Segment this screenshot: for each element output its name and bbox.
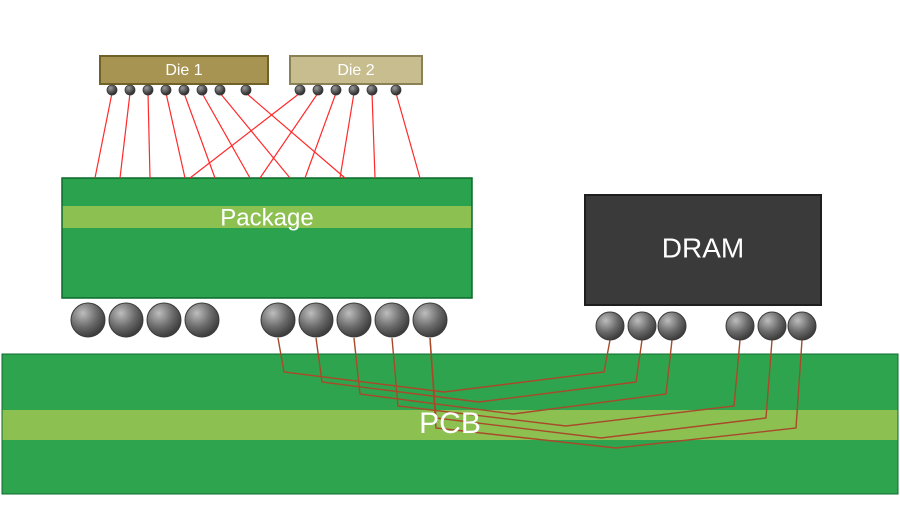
- pcb-label: PCB: [419, 407, 481, 440]
- package-label: Package: [220, 204, 313, 231]
- die-traces: [95, 93, 420, 178]
- diagram-stage: { "canvas": { "width": 900, "height": 50…: [0, 0, 900, 506]
- die-solder-bumps: [107, 85, 401, 95]
- package-solder-balls: [71, 303, 447, 337]
- diagram-canvas: PCB Package DRAM Die 1 Die 2: [0, 0, 900, 506]
- dram-label: DRAM: [662, 232, 744, 263]
- die1-label: Die 1: [165, 62, 202, 79]
- dram-solder-balls: [596, 312, 816, 340]
- package-block: [62, 178, 472, 298]
- die2-label: Die 2: [337, 62, 374, 79]
